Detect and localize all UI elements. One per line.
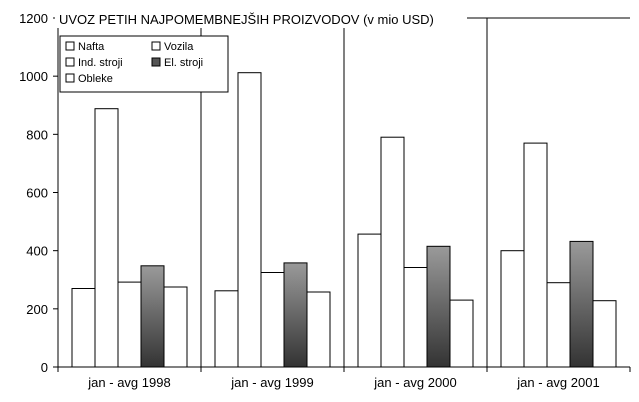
x-tick-label: jan - avg 2000 <box>373 375 456 390</box>
bar-obleke <box>163 286 188 368</box>
legend-swatch <box>65 57 75 67</box>
legend-swatch <box>65 73 75 83</box>
bar-el-stroji <box>426 245 451 368</box>
legend-box <box>59 35 229 93</box>
y-tick-label: 0 <box>41 360 48 375</box>
legend-label: Ind. stroji <box>78 57 123 69</box>
bar-nafta <box>500 250 525 368</box>
bar-nafta <box>214 290 239 368</box>
y-tick-label: 1200 <box>19 11 48 26</box>
bar-nafta <box>71 288 96 368</box>
legend-swatch <box>151 41 161 51</box>
x-tick-label: jan - avg 1998 <box>87 375 170 390</box>
legend-label: El. stroji <box>164 57 203 69</box>
legend-label: Obleke <box>78 73 113 85</box>
y-tick-label: 600 <box>26 186 48 201</box>
y-tick-label: 200 <box>26 302 48 317</box>
x-tick-label: jan - avg 2001 <box>516 375 599 390</box>
chart-title-bg <box>55 10 467 28</box>
legend: Nafta Vozila Ind. stroji El. stroji Obleke <box>59 35 229 93</box>
plot-layer <box>71 18 617 368</box>
x-tick-label: jan - avg 1999 <box>230 375 313 390</box>
legend-swatch <box>151 57 161 67</box>
bar-obleke <box>306 291 331 368</box>
bar-ind-stroji <box>117 281 142 368</box>
bar-el-stroji <box>283 262 308 368</box>
y-tick-label: 1000 <box>19 69 48 84</box>
legend-label: Nafta <box>78 41 105 53</box>
legend-label: Vozila <box>164 41 194 53</box>
title-layer: UVOZ PETIH NAJPOMEMBNEJŠIH PROIZVODOV (v… <box>55 10 467 28</box>
bar-vozila <box>94 108 119 368</box>
chart-title: UVOZ PETIH NAJPOMEMBNEJŠIH PROIZVODOV (v… <box>59 12 434 27</box>
bar-el-stroji <box>569 240 594 368</box>
bar-vozila <box>237 72 262 368</box>
bar-vozila <box>523 142 548 368</box>
bar-ind-stroji <box>260 272 285 368</box>
bar-ind-stroji <box>403 267 428 368</box>
bar-obleke <box>592 300 617 368</box>
bar-ind-stroji <box>546 282 571 368</box>
axis-layer: jan - avg 1998 jan - avg 1999 jan - avg 20… <box>19 11 631 390</box>
legend-swatch <box>65 41 75 51</box>
bar-obleke <box>449 299 474 368</box>
y-tick-label: 800 <box>26 127 48 142</box>
y-tick-label: 400 <box>26 244 48 259</box>
bar-vozila <box>380 136 405 368</box>
bar-nafta <box>357 233 382 368</box>
bar-el-stroji <box>140 265 165 368</box>
